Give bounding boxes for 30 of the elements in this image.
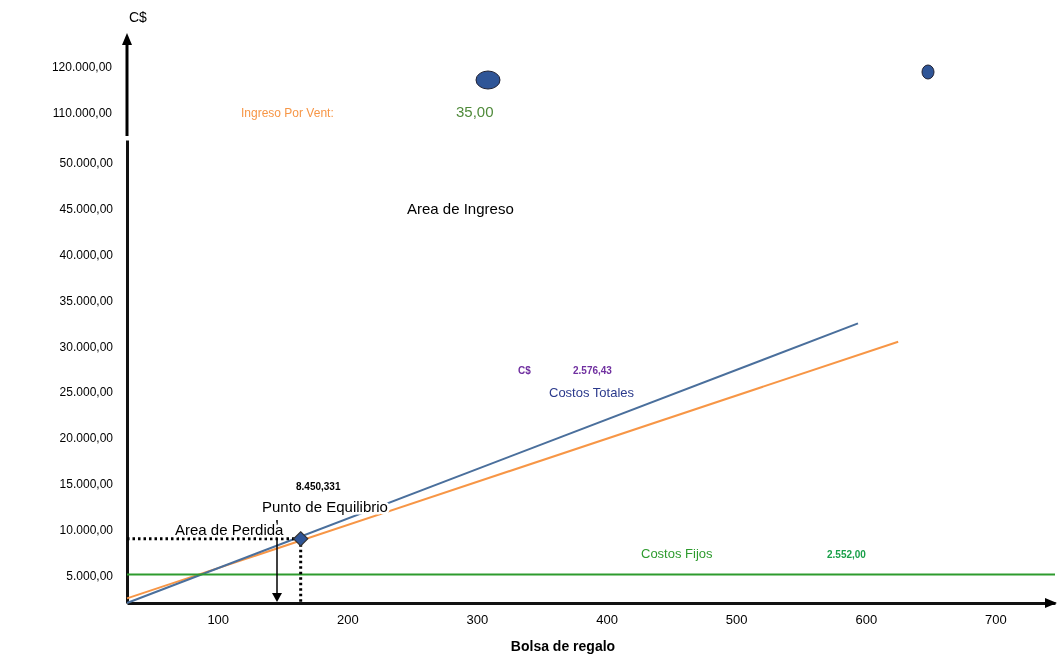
annotation: 2.552,00 [827, 549, 867, 560]
x-tick-label: 700 [985, 612, 1007, 628]
annotation: Area de Ingreso [407, 200, 514, 217]
text: Ingreso Por Vent: [241, 106, 334, 120]
annotation: 8.450,331 [296, 481, 341, 492]
x-axis-title: Bolsa de regalo [510, 638, 616, 654]
series-label: Costos Fijos [641, 546, 714, 561]
y-axis-title: C$ [129, 9, 148, 25]
y-tick-label: 30.000,00 [59, 339, 114, 354]
x-tick-label: 100 [207, 612, 230, 628]
x-tick-label: 600 [855, 612, 878, 628]
x-tick-label: 300 [466, 612, 489, 628]
x-tick-label: 200 [336, 612, 359, 628]
y-tick-label: 20.000,00 [59, 431, 114, 446]
y-tick-label: 40.000,00 [59, 247, 114, 262]
text: 110.000,00 [52, 106, 113, 120]
y-tick-label: 10.000,00 [59, 522, 114, 537]
annotation: C$ [518, 365, 532, 376]
series-label: Costos Totales [549, 385, 635, 400]
y-tick-label: 50.000,00 [59, 156, 114, 171]
x-tick-label: 400 [596, 612, 618, 628]
text: 120.000,00 [51, 60, 113, 74]
text: 35,00 [456, 103, 494, 120]
y-tick-label: 5.000,00 [66, 568, 114, 583]
y-tick-label: 15.000,00 [59, 477, 114, 492]
y-tick-label: 35.000,00 [59, 293, 114, 308]
annotation: 2.576,43 [573, 365, 613, 376]
x-tick-label: 500 [725, 612, 748, 628]
y-tick-label: 25.000,00 [59, 385, 114, 400]
y-tick-label: 45.000,00 [59, 202, 114, 217]
